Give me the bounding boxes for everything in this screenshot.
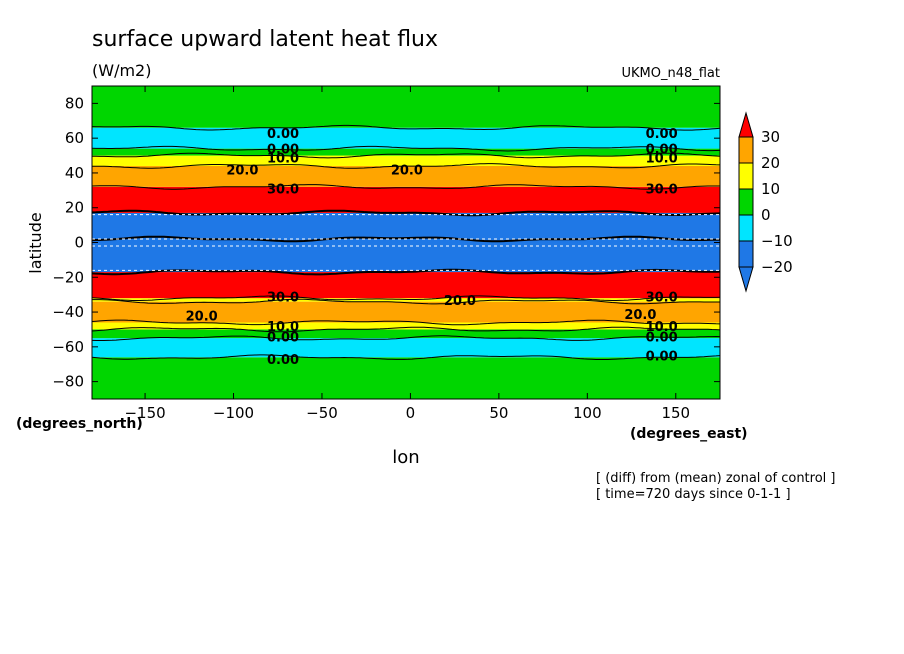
contour-line: [91, 319, 721, 326]
chart-title: surface upward latent heat flux: [92, 27, 438, 52]
y-tick-label: −80: [52, 373, 84, 391]
x-tick-label: −150: [124, 404, 165, 422]
contour-label: 0.00: [267, 330, 299, 345]
y-tick-label: −40: [52, 303, 84, 321]
x-tick-label: −100: [213, 404, 254, 422]
y-tick-label: 20: [65, 199, 84, 217]
y-axis: −80 −60 −40 −20 0 20 40 60 80: [52, 94, 720, 391]
y-tick-label: 60: [65, 129, 84, 147]
contour-line: [92, 152, 721, 159]
colorbar-label: −10: [761, 232, 793, 250]
x-tick-label: 150: [661, 404, 690, 422]
colorbar-label: 20: [761, 154, 780, 172]
colorbar-extend-low: [738, 266, 754, 293]
band-13: [92, 127, 720, 149]
contour-line: [91, 145, 721, 152]
colorbar-label: 0: [761, 206, 771, 224]
colorbar-box: [738, 136, 754, 164]
band-10: [92, 165, 720, 187]
contour-label: 0.00: [646, 127, 678, 142]
x-axis-label: lon: [392, 447, 419, 468]
footnote-1: [ (diff) from (mean) zonal of control ]: [596, 471, 835, 486]
band-9: [92, 186, 720, 213]
band-4: [92, 301, 720, 323]
colorbar-label: 30: [761, 128, 780, 146]
band-6: [92, 272, 720, 299]
band-14: [92, 86, 720, 128]
contour-line: [91, 335, 721, 341]
contour-label: 30.0: [267, 290, 299, 305]
y-tick-label: −60: [52, 338, 84, 356]
y-axis-label: latitude: [26, 212, 45, 273]
band-7: [92, 239, 720, 273]
contour-line: [92, 163, 721, 169]
band-3: [92, 322, 720, 330]
contour-label: 20.0: [226, 163, 258, 178]
contour-label: 30.0: [646, 183, 678, 198]
colorbar-box: [738, 162, 754, 190]
x-tick-label: 50: [489, 404, 508, 422]
contour-line: [91, 184, 720, 190]
contour-label: 0.00: [267, 353, 299, 368]
y-tick-label: 0: [74, 234, 84, 252]
contour-label: 10.0: [267, 151, 299, 166]
model-label: UKMO_n48_flat: [621, 66, 720, 81]
contour-label: 10.0: [646, 320, 678, 335]
band-0: [92, 357, 720, 399]
contour-line: [92, 298, 720, 305]
contour-label: 10.0: [646, 151, 678, 166]
contour-line: [91, 354, 721, 360]
y-units-label: (degrees_north): [16, 416, 143, 432]
colorbar-box: [738, 214, 754, 242]
contour-label: 20.0: [391, 163, 423, 178]
colorbar: 30 20 10 0 −10 −20: [738, 111, 793, 293]
contour-line: [91, 326, 721, 333]
contour-label: 0.00: [646, 143, 678, 158]
contour-label: 20.0: [624, 308, 656, 323]
footnote-2: [ time=720 days since 0-1-1 ]: [596, 487, 791, 502]
contour-line: [91, 124, 721, 131]
band-2: [92, 329, 720, 339]
x-tick-label: 0: [406, 404, 416, 422]
units-label: (W/m2): [92, 61, 151, 80]
colorbar-label: 10: [761, 180, 780, 198]
contour-line: [91, 295, 721, 301]
y-tick-label: −20: [52, 268, 84, 286]
y-tick-label: 40: [65, 164, 84, 182]
band-12: [92, 148, 720, 156]
contour-label: 10.0: [267, 320, 299, 335]
contour-label: 20.0: [186, 310, 218, 325]
contour-label: 0.00: [267, 127, 299, 142]
contour-label: 0.00: [646, 330, 678, 345]
band-1: [92, 338, 720, 358]
x-units-label: (degrees_east): [630, 426, 748, 442]
contour-label: 30.0: [267, 183, 299, 198]
band-8: [92, 212, 720, 240]
contour-label: 0.00: [267, 143, 299, 158]
x-tick-label: −50: [306, 404, 338, 422]
colorbar-box: [738, 188, 754, 216]
band-11: [92, 155, 720, 166]
contour-label: 0.00: [646, 350, 678, 365]
colorbar-label: −20: [761, 258, 793, 276]
x-tick-label: 100: [573, 404, 602, 422]
colorbar-box: [738, 240, 754, 268]
y-tick-label: 80: [65, 94, 84, 112]
contour-label: 30.0: [646, 290, 678, 305]
contour-label: 20.0: [444, 294, 476, 309]
x-axis: −150 −100 −50 0 50 100 150: [124, 86, 690, 422]
